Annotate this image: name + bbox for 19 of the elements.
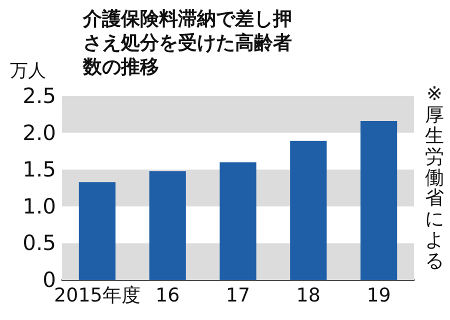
x-tick-label: 2015年度 [54,284,140,306]
x-tick-label: 16 [156,284,180,306]
x-tick-label: 19 [366,284,391,306]
y-tick-label: 1.5 [22,158,56,182]
x-tick-label: 17 [226,284,250,306]
y-tick-label: 0.5 [22,231,56,256]
bar [220,162,256,280]
bar [290,140,327,280]
y-tick-label: 0 [42,268,56,292]
bar [78,182,116,280]
text: ※厚生労働省による [425,83,444,272]
y-axis-title: 万人 [10,60,46,82]
chart-title: 介護保険料滞納で差し押さえ処分を受けた高齢者数の推移 [82,8,292,78]
bar [149,171,186,280]
y-tick-label: 2.5 [22,84,56,108]
y-tick-label: 2.0 [22,120,56,145]
y-tick-label: 1.0 [22,194,56,218]
bar [360,121,398,280]
x-tick-label: 18 [296,284,320,306]
